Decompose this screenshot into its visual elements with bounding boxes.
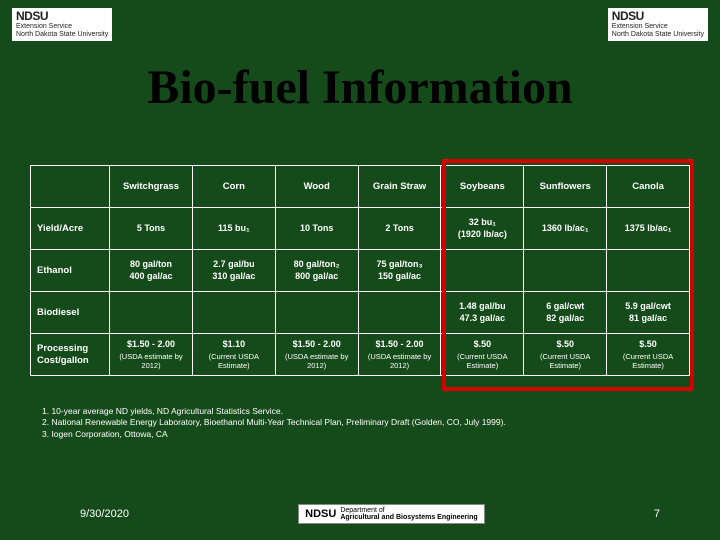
footnotes: 1. 10-year average ND yields, ND Agricul… bbox=[42, 406, 678, 440]
table-cell: 6 gal/cwt82 gal/ac bbox=[524, 292, 607, 334]
table-cell: 1.48 gal/bu47.3 gal/ac bbox=[441, 292, 524, 334]
table-cell: 80 gal/ton400 gal/ac bbox=[110, 250, 193, 292]
table-row: Ethanol80 gal/ton400 gal/ac2.7 gal/bu310… bbox=[31, 250, 690, 292]
logo-line2: North Dakota State University bbox=[612, 31, 704, 38]
logo-brand: NDSU bbox=[16, 10, 108, 23]
table-col-header: Wood bbox=[275, 166, 358, 208]
table-row-header: ProcessingCost/gallon bbox=[31, 334, 110, 376]
table-cell: 10 Tons bbox=[275, 208, 358, 250]
table-row-header: Biodiesel bbox=[31, 292, 110, 334]
table-col-header: Canola bbox=[607, 166, 690, 208]
table-header-row: SwitchgrassCornWoodGrain StrawSoybeansSu… bbox=[31, 166, 690, 208]
dept-logo: NDSU Department of Agricultural and Bios… bbox=[298, 504, 484, 524]
table-row: ProcessingCost/gallon$1.50 - 2.00(USDA e… bbox=[31, 334, 690, 376]
table-cell: 5.9 gal/cwt81 gal/ac bbox=[607, 292, 690, 334]
dept-brand: NDSU bbox=[305, 508, 336, 520]
footnote-line: 3. Iogen Corporation, Ottowa, CA bbox=[42, 429, 678, 440]
biofuel-table: SwitchgrassCornWoodGrain StrawSoybeansSu… bbox=[30, 165, 690, 376]
table-cell: $.50(Current USDA Estimate) bbox=[441, 334, 524, 376]
table-row: Biodiesel 1.48 gal/bu47.3 gal/ac6 gal/cwt… bbox=[31, 292, 690, 334]
table-cell bbox=[524, 250, 607, 292]
table-cell bbox=[607, 250, 690, 292]
table-cell: 115 bu₁ bbox=[192, 208, 275, 250]
ndsu-logo-right: NDSU Extension Service North Dakota Stat… bbox=[608, 8, 708, 41]
table-col-header: Grain Straw bbox=[358, 166, 441, 208]
table-cell: 1375 lb/ac₁ bbox=[607, 208, 690, 250]
table-col-header: Sunflowers bbox=[524, 166, 607, 208]
footnote-line: 1. 10-year average ND yields, ND Agricul… bbox=[42, 406, 678, 417]
table-cell: 80 gal/ton₂800 gal/ac bbox=[275, 250, 358, 292]
table-row: Yield/Acre5 Tons115 bu₁10 Tons2 Tons32 b… bbox=[31, 208, 690, 250]
logo-line1: Extension Service bbox=[612, 23, 668, 30]
table-cell: 5 Tons bbox=[110, 208, 193, 250]
table-cell: 2.7 gal/bu310 gal/ac bbox=[192, 250, 275, 292]
table-cell bbox=[441, 250, 524, 292]
table-cell: $1.50 - 2.00(USDA estimate by 2012) bbox=[110, 334, 193, 376]
table-cell: $.50(Current USDA Estimate) bbox=[607, 334, 690, 376]
table-col-header: Switchgrass bbox=[110, 166, 193, 208]
slide-title: Bio-fuel Information bbox=[0, 60, 720, 115]
table-cell: 1360 lb/ac₁ bbox=[524, 208, 607, 250]
table-col-header: Corn bbox=[192, 166, 275, 208]
table-cell: 2 Tons bbox=[358, 208, 441, 250]
table-cell: 32 bu₁(1920 lb/ac) bbox=[441, 208, 524, 250]
table-row-header: Yield/Acre bbox=[31, 208, 110, 250]
table-cell: $1.10(Current USDA Estimate) bbox=[192, 334, 275, 376]
table-corner bbox=[31, 166, 110, 208]
table-cell bbox=[110, 292, 193, 334]
dept-line1: Department of bbox=[340, 507, 384, 514]
ndsu-logo-left: NDSU Extension Service North Dakota Stat… bbox=[12, 8, 112, 41]
logo-brand: NDSU bbox=[612, 10, 704, 23]
footer-date: 9/30/2020 bbox=[80, 508, 129, 520]
table-row-header: Ethanol bbox=[31, 250, 110, 292]
table-cell bbox=[192, 292, 275, 334]
table-cell: 75 gal/ton₃150 gal/ac bbox=[358, 250, 441, 292]
table-cell: $1.50 - 2.00(USDA estimate by 2012) bbox=[358, 334, 441, 376]
footer-page: 7 bbox=[654, 508, 660, 520]
biofuel-table-wrap: SwitchgrassCornWoodGrain StrawSoybeansSu… bbox=[30, 165, 690, 376]
table-col-header: Soybeans bbox=[441, 166, 524, 208]
slide-footer: 9/30/2020 NDSU Department of Agricultura… bbox=[0, 504, 720, 524]
dept-line2: Agricultural and Biosystems Engineering bbox=[340, 514, 477, 521]
table-cell bbox=[358, 292, 441, 334]
table-cell: $.50(Current USDA Estimate) bbox=[524, 334, 607, 376]
logo-line1: Extension Service bbox=[16, 23, 72, 30]
table-cell: $1.50 - 2.00(USDA estimate by 2012) bbox=[275, 334, 358, 376]
logo-line2: North Dakota State University bbox=[16, 31, 108, 38]
table-cell bbox=[275, 292, 358, 334]
footnote-line: 2. National Renewable Energy Laboratory,… bbox=[42, 417, 678, 428]
